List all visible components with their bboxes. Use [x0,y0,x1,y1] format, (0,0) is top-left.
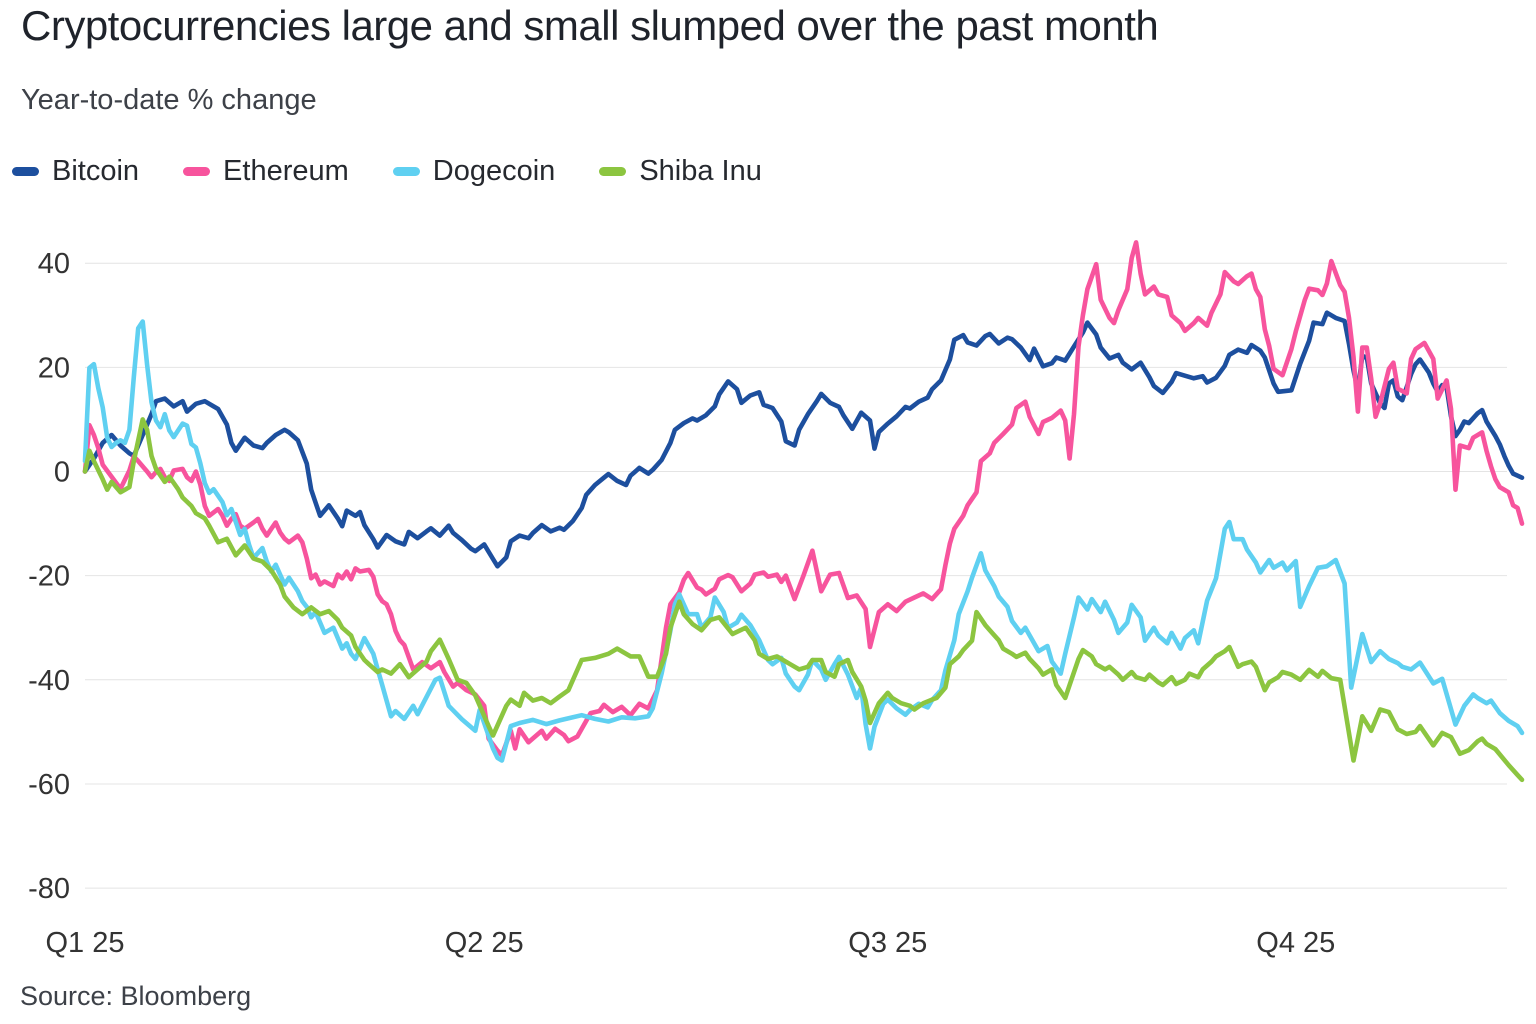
legend-label: Ethereum [223,155,349,187]
legend-item-ethereum: Ethereum [183,155,349,188]
legend-swatch-icon [599,167,627,176]
y-axis-tick-label: -60 [28,769,70,801]
chart-subtitle: Year-to-date % change [21,84,317,116]
legend: Bitcoin Ethereum Dogecoin Shiba Inu [12,155,762,188]
x-axis-tick-label: Q3 25 [848,927,927,959]
legend-swatch-icon [183,167,211,176]
series-line-bitcoin [82,310,1525,569]
legend-swatch-icon [12,167,39,176]
legend-item-shiba-inu: Shiba Inu [599,155,762,188]
x-axis-tick-label: Q4 25 [1256,927,1335,959]
x-axis-tick-label: Q1 25 [46,927,125,959]
chart-title: Cryptocurrencies large and small slumped… [21,2,1159,49]
legend-swatch-icon [392,167,420,176]
y-axis-tick-label: -20 [28,561,70,593]
y-axis-tick-label: 40 [38,248,70,280]
source-note: Source: Bloomberg [20,981,252,1011]
y-axis-tick-label: -40 [28,665,70,697]
y-axis-tick-label: 20 [38,352,70,384]
series-line-dogecoin [82,319,1525,763]
series-line-ethereum [82,240,1525,758]
legend-label: Dogecoin [432,155,556,187]
x-axis-tick-label: Q2 25 [445,927,524,959]
legend-item-dogecoin: Dogecoin [392,155,556,188]
legend-label: Bitcoin [52,155,140,187]
y-axis-tick-label: -80 [28,873,70,905]
y-axis-tick-label: 0 [54,457,70,489]
legend-item-bitcoin: Bitcoin [12,155,139,188]
legend-label: Shiba Inu [639,155,762,187]
series-line-shiba-inu [82,417,1525,783]
